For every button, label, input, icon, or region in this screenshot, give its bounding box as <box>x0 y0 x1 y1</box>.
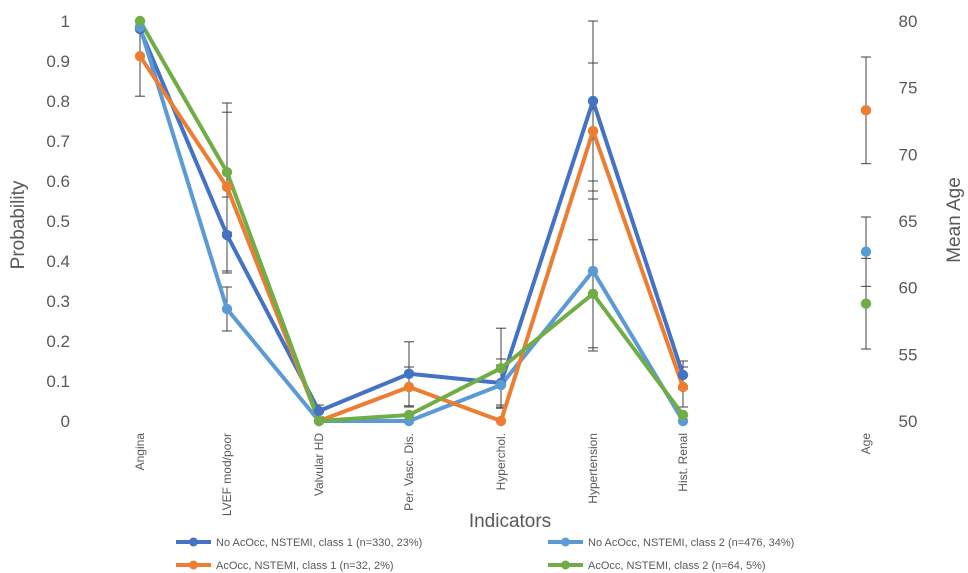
y-tick-label: 0.1 <box>46 372 70 391</box>
data-point <box>313 415 325 427</box>
x-category-label: LVEF mod/poor <box>220 433 234 516</box>
legend-label: AcOcc, NSTEMI, class 2 (n=64, 5%) <box>588 560 766 572</box>
data-point <box>403 409 415 421</box>
data-point <box>134 15 146 27</box>
series-points <box>134 15 872 427</box>
data-point <box>587 125 599 137</box>
y-tick-label: 0.7 <box>46 132 70 151</box>
legend-swatch-marker <box>189 560 198 570</box>
y-tick-label: 0.2 <box>46 332 70 351</box>
y-tick-label: 0.3 <box>46 292 70 311</box>
legend-label: No AcOcc, NSTEMI, class 2 (n=476, 34%) <box>588 537 794 549</box>
x-category-label: Hypertension <box>586 433 600 504</box>
secondary-y-tick-label: 80 <box>899 12 918 31</box>
y-tick-label: 0 <box>61 412 70 431</box>
age-point <box>860 246 872 257</box>
y-tick-label: 0.8 <box>46 92 70 111</box>
data-point <box>677 409 689 421</box>
series-lines <box>138 19 685 423</box>
data-point <box>495 415 507 427</box>
data-point <box>677 381 689 393</box>
secondary-y-tick-label: 70 <box>899 145 918 164</box>
data-point <box>221 167 233 178</box>
x-category-label: Valvular HD <box>312 433 326 496</box>
y-tick-label: 0.4 <box>46 252 70 271</box>
y-tick-label: 1 <box>61 12 70 31</box>
legend-swatch-marker <box>189 537 198 547</box>
y-axis-ticks: 0 0.1 0.2 0.3 0.4 0.5 0.6 0.7 0.8 0.9 1 <box>46 12 70 431</box>
secondary-y-tick-label: 60 <box>899 279 918 298</box>
y-tick-label: 0.9 <box>46 52 70 71</box>
secondary-y-tick-label: 75 <box>899 79 918 98</box>
data-point <box>403 368 415 379</box>
x-axis-title: Indicators <box>469 511 551 532</box>
x-category-label: Angina <box>133 433 147 471</box>
data-point <box>677 369 689 381</box>
data-point <box>587 265 599 277</box>
age-point <box>860 298 872 309</box>
secondary-y-tick-label: 55 <box>899 345 918 364</box>
x-category-label: Per. Vasc. Dis. <box>402 433 416 511</box>
data-point <box>587 288 599 299</box>
legend-label: No AcOcc, NSTEMI, class 1 (n=330, 23%) <box>216 537 422 549</box>
x-category-label: Hyperchol. <box>494 433 508 490</box>
secondary-y-axis-ticks: 50 55 60 65 70 75 80 <box>899 12 918 431</box>
data-point <box>221 303 233 315</box>
data-point <box>403 381 415 393</box>
x-axis-categories: Angina LVEF mod/poor Valvular HD Per. Vasc.… <box>133 433 873 516</box>
legend-swatch-marker <box>561 560 570 570</box>
y-tick-label: 0.5 <box>46 212 70 231</box>
data-point <box>495 363 507 374</box>
y-tick-label: 0.6 <box>46 172 70 191</box>
data-point <box>221 229 233 241</box>
y-axis-title: Probability <box>8 180 29 269</box>
x-category-label: Hist. Renal <box>676 433 690 492</box>
secondary-y-axis-title: Mean Age <box>944 177 965 263</box>
age-point <box>860 105 872 116</box>
series-line <box>138 54 685 423</box>
legend-swatch-marker <box>561 537 570 547</box>
data-point <box>313 405 325 417</box>
data-point <box>134 51 146 62</box>
secondary-y-tick-label: 50 <box>899 412 918 431</box>
legend: No AcOcc, NSTEMI, class 1 (n=330, 23%) No… <box>176 537 794 572</box>
series-line <box>138 27 685 413</box>
data-point <box>587 95 599 107</box>
data-point <box>221 181 233 193</box>
legend-label: AcOcc, NSTEMI, class 1 (n=32, 2%) <box>216 560 394 572</box>
secondary-y-tick-label: 65 <box>899 212 918 231</box>
x-category-label: Age <box>859 433 873 455</box>
data-point <box>495 379 507 391</box>
